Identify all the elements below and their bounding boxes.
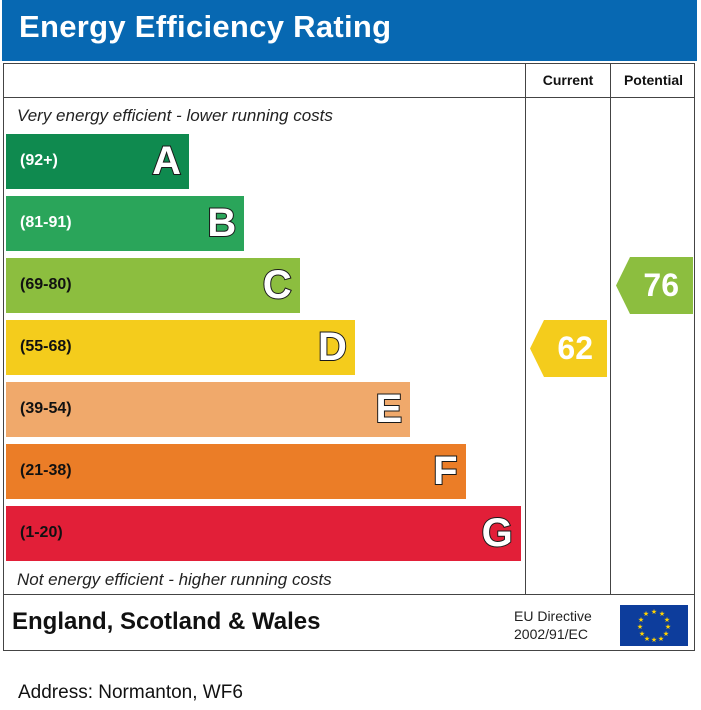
- current-column-header: Current: [542, 72, 594, 88]
- header-row-divider: [3, 97, 695, 98]
- band-e: (39-54) E: [6, 382, 411, 437]
- svg-text:★: ★: [639, 630, 645, 638]
- band-letter-g: G: [481, 510, 514, 556]
- svg-text:★: ★: [658, 635, 664, 643]
- band-range-f: (21-38): [20, 462, 72, 479]
- region-label: England, Scotland & Wales: [12, 608, 321, 635]
- address: Address: Normanton, WF6: [18, 682, 243, 703]
- svg-text:★: ★: [659, 610, 665, 618]
- svg-text:★: ★: [637, 623, 643, 631]
- band-c: (69-80) C: [6, 258, 300, 313]
- current-arrow-shape: [530, 320, 607, 377]
- band-range-b: (81-91): [20, 214, 72, 231]
- band-letter-d: D: [317, 324, 348, 370]
- footer-divider: [3, 594, 695, 595]
- band-range-a: (92+): [20, 152, 58, 169]
- band-letter-a: A: [151, 138, 182, 184]
- current-rating-arrow: 62: [530, 320, 607, 377]
- potential-rating-arrow: 76: [616, 257, 693, 314]
- band-letter-b: B: [206, 200, 237, 246]
- svg-text:★: ★: [644, 635, 650, 643]
- svg-text:★: ★: [651, 636, 657, 644]
- eu-directive: EU Directive 2002/91/EC: [514, 607, 592, 643]
- band-f: (21-38) F: [6, 444, 466, 499]
- band-range-e: (39-54): [20, 400, 72, 417]
- band-range-g: (1-20): [20, 524, 63, 541]
- eu-directive-line2: 2002/91/EC: [514, 626, 588, 642]
- current-column-divider: [525, 63, 526, 594]
- band-letter-e: E: [375, 386, 404, 432]
- top-caption: Very energy efficient - lower running co…: [17, 106, 333, 125]
- band-d: (55-68) D: [6, 320, 355, 375]
- svg-text:★: ★: [665, 623, 671, 631]
- current-rating-value: 62: [557, 330, 593, 366]
- page-title: Energy Efficiency Rating: [19, 9, 392, 44]
- title-bar: Energy Efficiency Rating: [2, 0, 697, 61]
- svg-text:★: ★: [643, 610, 649, 618]
- band-letter-c: C: [262, 262, 293, 308]
- svg-text:★: ★: [663, 630, 669, 638]
- svg-text:★: ★: [651, 608, 657, 616]
- potential-rating-value: 76: [643, 267, 679, 303]
- band-b: (81-91) B: [6, 196, 245, 251]
- eu-directive-line1: EU Directive: [514, 608, 592, 624]
- potential-column-divider: [610, 63, 611, 594]
- band-letter-f: F: [432, 448, 458, 494]
- bottom-caption: Not energy efficient - higher running co…: [17, 570, 332, 589]
- band-range-d: (55-68): [20, 338, 72, 355]
- svg-text:★: ★: [638, 616, 644, 624]
- potential-arrow-shape: [616, 257, 693, 314]
- band-a: (92+) A: [6, 134, 189, 189]
- band-range-c: (69-80): [20, 276, 72, 293]
- rating-frame: [3, 63, 695, 651]
- band-g: (1-20) G: [6, 506, 521, 561]
- eu-flag-icon: ★ ★ ★ ★ ★ ★ ★ ★ ★ ★ ★ ★: [620, 605, 688, 646]
- potential-column-header: Potential: [623, 72, 684, 88]
- svg-text:★: ★: [664, 616, 670, 624]
